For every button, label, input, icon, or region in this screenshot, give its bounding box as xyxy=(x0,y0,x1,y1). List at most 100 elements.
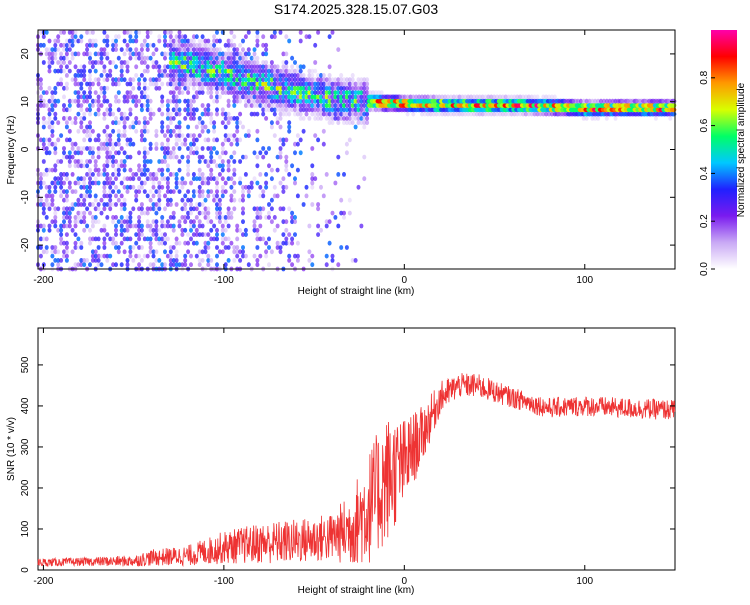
heatmap-cell xyxy=(191,98,196,104)
heatmap-cell xyxy=(148,107,153,113)
heatmap-cell xyxy=(264,64,269,70)
heatmap-cell xyxy=(269,197,274,203)
heatmap-cell xyxy=(79,38,84,44)
heatmap-cell xyxy=(168,223,173,229)
heatmap-cell xyxy=(160,128,165,134)
heatmap-cell xyxy=(310,172,315,177)
heatmap-cell xyxy=(474,94,479,100)
heatmap-cell xyxy=(99,60,104,65)
heatmap-cell xyxy=(59,68,64,74)
heatmap-cell xyxy=(209,176,214,182)
heatmap-cell xyxy=(119,60,124,65)
heatmap-cell xyxy=(50,133,55,139)
heatmap-cell xyxy=(241,206,245,212)
heatmap-cell xyxy=(151,81,156,87)
heatmap-cell xyxy=(88,77,92,83)
heatmap-cell xyxy=(293,103,297,108)
heatmap-cell xyxy=(134,172,139,177)
heatmap-cell xyxy=(457,111,462,117)
heatmap-cell xyxy=(290,55,295,61)
heatmap-cell xyxy=(290,68,295,74)
heatmap-cell xyxy=(154,141,159,147)
heatmap-cell xyxy=(203,176,208,182)
heatmap-cell xyxy=(584,116,589,121)
heatmap-cell xyxy=(246,133,251,139)
heatmap-cell xyxy=(212,98,217,104)
heatmap-cell xyxy=(111,180,116,186)
heatmap-cell xyxy=(114,42,118,48)
heatmap-cell xyxy=(108,184,113,190)
heatmap-cell xyxy=(122,124,127,130)
heatmap-cell xyxy=(293,253,297,259)
heatmap-cell xyxy=(422,111,427,117)
heatmap-cell xyxy=(38,184,43,190)
heatmap-cell xyxy=(67,150,72,156)
heatmap-cell xyxy=(73,120,78,126)
heatmap-cell xyxy=(290,215,295,220)
heatmap-cell xyxy=(56,34,61,40)
heatmap-cell xyxy=(102,245,107,250)
heatmap-cell xyxy=(183,85,188,91)
heatmap-cell xyxy=(70,154,75,160)
heatmap-cell xyxy=(105,55,110,61)
heatmap-cell xyxy=(339,197,344,203)
heatmap-cell xyxy=(177,128,182,134)
heatmap-cell xyxy=(206,64,211,70)
heatmap-cell xyxy=(114,47,118,52)
heatmap-cell xyxy=(220,249,225,255)
heatmap-cell xyxy=(73,30,78,35)
heatmap-cell xyxy=(197,51,202,57)
heatmap-cell xyxy=(269,176,274,182)
heatmap-cell xyxy=(281,90,286,95)
heatmap-cell xyxy=(229,154,234,160)
heatmap-cell xyxy=(229,55,234,61)
heatmap-cell xyxy=(96,98,101,104)
heatmap-cell xyxy=(200,258,205,263)
heatmap-cell xyxy=(59,232,64,238)
heatmap-cell xyxy=(223,60,228,65)
heatmap-cell xyxy=(119,219,124,225)
heatmap-cell xyxy=(344,94,349,100)
heatmap-cell xyxy=(59,184,64,190)
heatmap-cell xyxy=(67,210,72,216)
heatmap-cell xyxy=(194,64,199,70)
heatmap-cell xyxy=(114,98,118,104)
heatmap-cell xyxy=(99,51,104,57)
heatmap-cell xyxy=(506,94,511,100)
heatmap-cell xyxy=(197,210,202,216)
heatmap-cell xyxy=(293,141,297,147)
heatmap-cell xyxy=(174,68,179,74)
heatmap-cell xyxy=(114,202,118,207)
heatmap-cell xyxy=(215,150,219,156)
heatmap-cell xyxy=(295,167,300,173)
heatmap-cell xyxy=(151,227,156,233)
colorbar-label: Normalized spectral amplitude xyxy=(736,82,747,217)
heatmap-cell xyxy=(194,240,199,246)
heatmap-cell xyxy=(53,163,58,169)
heatmap-cell xyxy=(108,202,113,207)
heatmap-cell xyxy=(203,206,208,212)
heatmap-cell xyxy=(200,146,205,151)
heatmap-cell xyxy=(134,103,139,108)
heatmap-cell xyxy=(272,77,277,83)
heatmap-cell xyxy=(96,167,101,173)
heatmap-cell xyxy=(157,159,162,164)
heatmap-cell xyxy=(226,236,231,242)
heatmap-cell xyxy=(90,150,95,156)
heatmap-cell xyxy=(88,184,92,190)
heatmap-cell xyxy=(212,68,217,74)
heatmap-cell xyxy=(489,94,494,100)
heatmap-cell xyxy=(226,77,231,83)
heatmap-cell xyxy=(365,77,370,83)
colorbar-tick-label: 0.0 xyxy=(699,262,710,276)
heatmap-cell xyxy=(267,163,271,169)
heatmap-cell xyxy=(229,197,234,203)
heatmap-cell xyxy=(163,240,167,246)
heatmap-cell xyxy=(183,206,188,212)
heatmap-cell xyxy=(336,116,341,121)
heatmap-cell xyxy=(148,81,153,87)
heatmap-cell xyxy=(431,111,436,117)
heatmap-cell xyxy=(212,193,217,199)
heatmap-cell xyxy=(137,55,142,61)
heatmap-cell xyxy=(128,107,133,113)
